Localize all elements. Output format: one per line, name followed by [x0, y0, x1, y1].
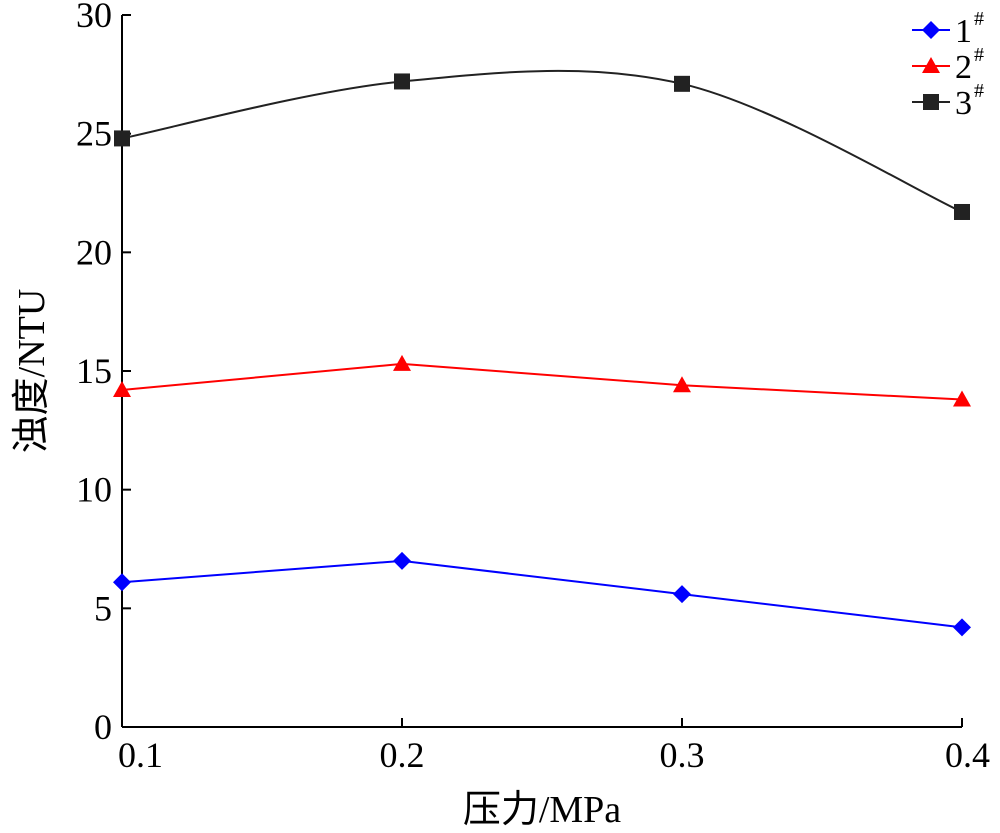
data-point-2	[673, 376, 691, 393]
y-tick-label: 0	[94, 707, 112, 747]
series-line-1	[121, 559, 963, 629]
data-point-2	[953, 390, 971, 407]
series-3	[114, 69, 970, 220]
x-tick-label: 0.4	[945, 735, 990, 775]
legend-item-1: 1 #	[912, 8, 984, 50]
y-axis-title: 浊度/NTU	[11, 289, 53, 454]
legend-marker	[922, 21, 940, 39]
data-point-1	[673, 585, 691, 604]
legend-item-2: 2 #	[912, 44, 984, 86]
legend-marker	[922, 57, 940, 73]
series-1	[113, 551, 971, 637]
legend-label: 1	[955, 13, 972, 50]
y-tick-label: 5	[94, 588, 112, 628]
x-axis-ticks: 0.1 0.2 0.3 0.4	[118, 718, 990, 775]
legend-label-sup: #	[974, 8, 984, 30]
legend-label-sup: #	[974, 44, 984, 66]
data-point-3	[394, 73, 410, 90]
data-point-3	[114, 130, 130, 147]
legend-label: 2	[955, 49, 972, 86]
legend-item-3: 3 #	[912, 80, 984, 122]
plot-area	[121, 15, 962, 728]
series-layer	[113, 69, 971, 637]
x-tick-label: 0.3	[660, 735, 705, 775]
series-line-3	[121, 69, 963, 213]
data-point-1	[113, 573, 131, 592]
data-point-1	[393, 551, 411, 570]
y-tick-label: 20	[76, 232, 112, 272]
data-point-2	[393, 354, 411, 371]
legend: 1 #2 #3 #	[912, 8, 984, 122]
data-point-1	[953, 618, 971, 637]
series-2	[113, 354, 971, 407]
legend-label-sup: #	[974, 80, 984, 102]
y-tick-label: 15	[76, 351, 112, 391]
data-point-2	[113, 380, 131, 397]
y-tick-label: 10	[76, 470, 112, 510]
y-tick-label: 25	[76, 114, 112, 154]
data-point-3	[674, 75, 690, 92]
x-axis-title: 压力/MPa	[463, 789, 621, 831]
y-axis-ticks: 0 5 10 15 20 25 30	[76, 0, 131, 747]
y-tick-label: 30	[76, 0, 112, 35]
legend-label: 3	[955, 85, 972, 122]
data-point-3	[954, 203, 970, 220]
x-tick-label: 0.2	[380, 735, 425, 775]
legend-marker	[923, 94, 939, 110]
x-tick-label: 0.1	[118, 735, 163, 775]
series-line-2	[121, 362, 963, 401]
